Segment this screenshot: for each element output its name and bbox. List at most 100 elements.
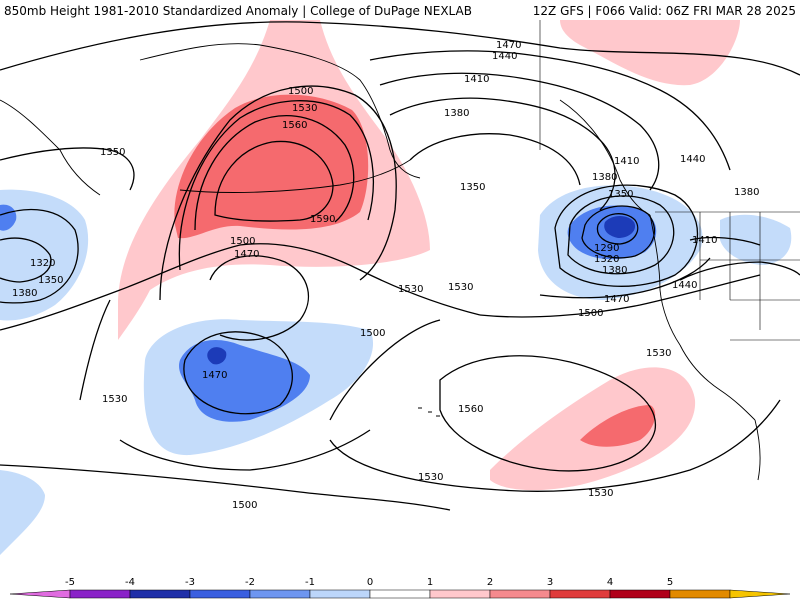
colorbar-segment [189,589,251,599]
contour-label: 1500 [578,308,603,319]
contour-1320-west [0,237,52,283]
contour-1560-southeast [439,355,656,472]
colorbar-segment [429,589,491,599]
contour-label: 1470 [604,294,629,305]
contour-label: 1530 [102,394,127,405]
contour-label: 1410 [464,74,489,85]
colorbar: -5 -4 -3 -2 -1 0 1 2 3 4 5 [9,577,791,599]
contour-label: 1530 [418,472,443,483]
contour-1470-north [0,21,800,76]
colorbar-tick-label: -3 [185,577,195,588]
contour-1380-west [0,208,79,304]
contour-1500-central [0,243,481,331]
borders [539,20,800,341]
contour-label-group: 1470 1440 1410 1380 1500 1530 1560 1590 … [12,40,759,511]
coastline-alaska [139,43,421,179]
coastlines [0,43,761,481]
colorbar-segment [129,589,191,599]
contour-1320-low [581,205,656,259]
contour-1380 [389,97,616,211]
colorbar-segment [249,589,311,599]
contour-1350-west [0,147,135,191]
positive-anomaly-ridge-core [174,94,369,239]
contour-label: 1350 [608,189,633,200]
contour-label: 1500 [288,86,313,97]
coastline-asia [0,99,101,196]
contour-label: 1350 [38,275,63,286]
colorbar-segment [9,589,71,599]
contour-1380-low [554,184,698,287]
contour-label: 1320 [594,254,619,265]
contour-label: 1530 [292,103,317,114]
contour-label: 1290 [594,243,619,254]
contour-1440 [369,50,731,171]
colorbar-ticks: -5 -4 -3 -2 -1 0 1 2 3 4 5 [65,577,673,588]
contour-label: 1350 [100,147,125,158]
positive-anomaly-southeast-light [490,367,696,491]
colorbar-tick-label: 3 [547,577,553,588]
negative-anomaly-southwest [0,470,45,555]
contour-label: 1410 [614,156,639,167]
contour-1440-east [679,261,800,281]
colorbar-tick-label: -5 [65,577,75,588]
contour-1470-central [209,255,309,341]
positive-anomaly-southeast-core [580,405,656,447]
contour-label: 1470 [496,40,521,51]
colorbar-segment [69,589,131,599]
contour-1530-central [79,299,441,421]
colorbar-segment [609,589,671,599]
colorbar-segment [669,589,731,599]
colorbar-segment [489,589,551,599]
contour-1530-south [0,464,451,511]
contour-1350-low [567,195,675,275]
contour-label: 1470 [202,370,227,381]
border-us-states-1 [699,212,800,330]
contour-label: 1530 [646,348,671,359]
contour-1290-low [596,213,639,245]
contour-1410 [379,72,660,191]
colorbar-segment [309,589,371,599]
negative-anomaly-central-center [207,347,227,365]
contour-label: 1380 [592,172,617,183]
colorbar-tick-label: 5 [667,577,673,588]
run-info: 12Z GFS | F066 Valid: 06Z FRI MAR 28 202… [532,4,796,18]
contour-1500-south [119,429,371,471]
contour-label: 1380 [12,288,37,299]
colorbar-tick-label: -2 [245,577,255,588]
contour-label: 1350 [460,182,485,193]
coastline-bc [559,99,651,216]
coastline-hawaii [418,407,440,417]
contour-label: 1560 [282,120,307,131]
contour-label: 1590 [310,214,335,225]
contour-label: 1380 [734,187,759,198]
contour-label: 1500 [232,500,257,511]
contour-1500-ridge [159,85,397,301]
contour-label: 1440 [672,280,697,291]
colorbar-tick-label: 2 [487,577,493,588]
contour-1470-low [183,331,293,415]
contour-label: 1380 [602,265,627,276]
contour-label: 1530 [588,488,613,499]
contour-label: 1440 [492,51,517,62]
header: 850mb Height 1981-2010 Standardized Anom… [0,0,800,22]
contour-1350-ne [409,133,581,186]
contour-1590-ridge [214,140,334,222]
coastline-pnw [649,214,681,346]
contour-label: 1470 [234,249,259,260]
colorbar-tick-label: -1 [305,577,315,588]
negative-anomaly-west [0,189,89,321]
colorbar-segment [369,589,431,599]
colorbar-tick-label: 1 [427,577,433,588]
colorbar-tick-label: 4 [607,577,613,588]
contour-1500-east [479,274,761,318]
contour-label: 1560 [458,404,483,415]
contour-label: 1500 [360,328,385,339]
contour-label: 1440 [680,154,705,165]
negative-anomaly-low-center [604,216,636,238]
contour-label: 1320 [30,258,55,269]
colorbar-segment [549,589,611,599]
contour-1410-east [689,236,761,246]
contour-label: 1530 [448,282,473,293]
map-title: 850mb Height 1981-2010 Standardized Anom… [4,4,472,18]
